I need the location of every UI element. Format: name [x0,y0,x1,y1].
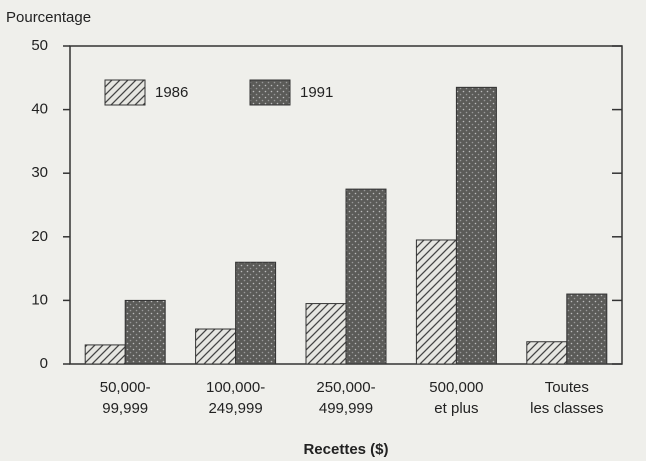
x-tick-label: 249,999 [208,400,262,417]
legend-swatch [249,79,291,106]
x-tick-label: 500,000 [429,379,483,396]
legend-label: 1986 [155,84,188,101]
y-tick-label: 40 [31,101,48,118]
x-tick-label: et plus [434,400,478,417]
bar [195,328,237,365]
bar [235,261,277,365]
bar [566,293,608,365]
x-tick-label: 99,999 [102,400,148,417]
bar [124,299,166,365]
bar [305,303,347,365]
x-tick-label: 100,000- [206,379,265,396]
x-tick-label: les classes [530,400,603,417]
y-tick-label: 0 [40,355,48,372]
y-tick-label: 50 [31,37,48,54]
x-tick-label: 250,000- [316,379,375,396]
bar [415,239,457,365]
bar [455,86,497,365]
bar [84,344,126,365]
bar [526,341,568,365]
x-axis-label: Recettes ($) [303,441,388,458]
y-tick-label: 20 [31,228,48,245]
y-tick-label: 30 [31,164,48,181]
x-tick-label: Toutes [545,379,589,396]
bar [345,188,387,365]
x-tick-label: 499,999 [319,400,373,417]
legend-swatch [104,79,146,106]
y-tick-label: 10 [31,291,48,308]
x-tick-label: 50,000- [100,379,151,396]
legend-label: 1991 [300,84,333,101]
y-axis-label: Pourcentage [6,9,91,26]
